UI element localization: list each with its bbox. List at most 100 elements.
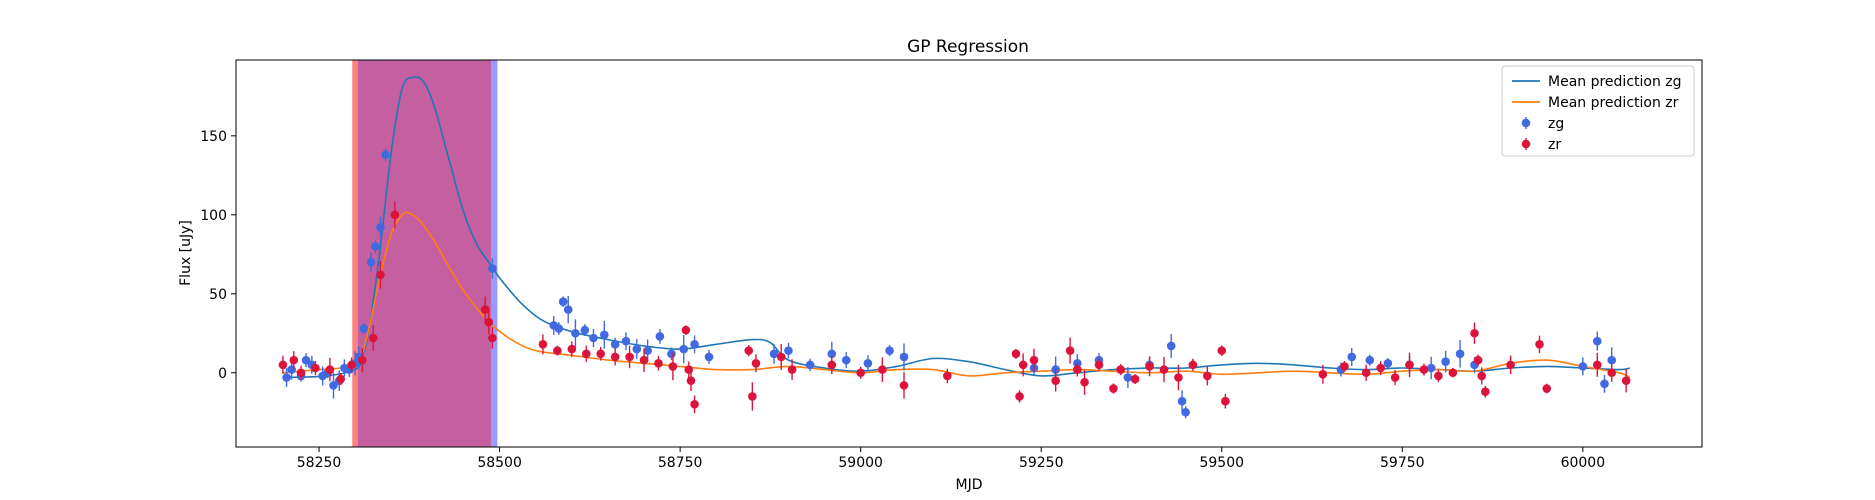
point-zr — [1473, 355, 1483, 365]
point-zr — [1018, 360, 1028, 370]
x-tick-label: 58250 — [297, 455, 342, 471]
span-overlap — [358, 60, 491, 447]
x-tick-label: 58500 — [477, 455, 522, 471]
point-zg — [376, 223, 385, 232]
point-zg — [863, 358, 873, 368]
x-tick-label: 58750 — [658, 455, 703, 471]
point-zg — [784, 346, 793, 355]
legend-label: Mean prediction zr — [1548, 95, 1679, 111]
point-zr — [1318, 370, 1328, 379]
point-zg — [287, 365, 296, 374]
point-zr — [1065, 346, 1075, 355]
y-axis-label: Flux [uJy] — [178, 220, 194, 286]
point-zg — [655, 332, 665, 341]
y-tick-label: 50 — [209, 287, 227, 303]
point-zr — [1542, 384, 1552, 393]
point-zg — [1592, 336, 1602, 346]
point-zr — [1159, 365, 1169, 374]
point-zr — [567, 344, 577, 354]
x-tick-label: 59250 — [1019, 455, 1064, 471]
point-zr — [1419, 365, 1429, 374]
point-zg — [1600, 379, 1609, 389]
point-zr — [1203, 371, 1212, 381]
point-zr — [751, 358, 761, 368]
point-zg — [841, 355, 851, 365]
legend-label: Mean prediction zg — [1548, 74, 1682, 90]
point-zg — [643, 346, 652, 355]
point-zr — [1051, 376, 1060, 385]
point-zg — [600, 330, 609, 340]
point-zg — [690, 340, 699, 349]
x-tick-label: 60000 — [1561, 455, 1606, 471]
point-zg — [1455, 349, 1465, 359]
point-zr — [376, 270, 385, 280]
legend-box — [1501, 65, 1695, 157]
legend-marker-zg — [1521, 118, 1531, 128]
legend-label: zr — [1548, 137, 1561, 153]
point-zg — [704, 352, 714, 362]
point-zr — [311, 363, 320, 373]
point-zg — [488, 264, 497, 273]
y-tick-label: 0 — [218, 366, 227, 382]
point-zr — [1174, 373, 1183, 382]
point-zg — [679, 344, 689, 354]
point-zr — [686, 376, 696, 385]
point-zr — [856, 368, 865, 378]
point-zg — [580, 325, 590, 335]
point-zr — [1130, 374, 1140, 384]
point-zr — [1145, 362, 1154, 371]
point-zr — [744, 346, 754, 355]
point-zr — [748, 392, 757, 401]
point-zr — [1405, 360, 1414, 370]
point-zr — [899, 381, 909, 390]
point-zg — [554, 324, 564, 333]
point-zr — [1481, 387, 1490, 397]
point-zr — [1221, 396, 1230, 406]
point-zr — [943, 371, 952, 381]
point-zr — [1011, 349, 1021, 359]
point-zr — [1376, 363, 1385, 373]
x-tick-label: 59750 — [1380, 455, 1425, 471]
x-axis-ticks: 58250 58500 58750 59000 59250 59500 59750 60000 — [297, 447, 1605, 471]
y-tick-label: 100 — [200, 208, 227, 224]
point-zg — [1123, 373, 1133, 382]
point-zg — [1426, 363, 1436, 373]
point-zr — [1477, 371, 1487, 381]
chart-title: GP Regression — [907, 37, 1029, 57]
point-zr — [538, 340, 548, 349]
x-tick-label: 59000 — [838, 455, 883, 471]
point-zg — [827, 349, 837, 359]
point-zr — [480, 305, 490, 314]
plot-frame — [235, 59, 1703, 448]
point-zg — [282, 373, 291, 382]
point-zr — [358, 355, 367, 365]
point-zr — [827, 360, 837, 370]
point-zg — [632, 344, 642, 354]
point-zr — [1390, 373, 1400, 382]
point-zg — [621, 336, 631, 346]
point-zr — [878, 365, 887, 374]
point-zr — [1029, 355, 1039, 365]
point-zr — [668, 362, 678, 371]
point-zr — [368, 333, 378, 343]
point-zr — [1535, 340, 1544, 349]
legend-marker-zr — [1521, 139, 1531, 149]
point-zr — [390, 210, 400, 220]
point-zr — [336, 374, 346, 384]
point-zr — [553, 346, 562, 355]
point-zr — [1506, 360, 1515, 370]
point-zg — [571, 328, 580, 338]
point-zr — [1361, 368, 1371, 378]
point-zr — [278, 360, 288, 370]
point-zr — [289, 355, 299, 365]
observation-points — [278, 148, 1631, 419]
point-zg — [1607, 355, 1617, 365]
point-zr — [596, 349, 605, 359]
point-zg — [359, 324, 369, 333]
point-zg — [381, 150, 390, 160]
point-zg — [301, 355, 311, 365]
point-zr — [684, 365, 694, 374]
point-zg — [805, 360, 815, 370]
point-zr — [654, 358, 663, 368]
point-zr — [1448, 368, 1458, 378]
